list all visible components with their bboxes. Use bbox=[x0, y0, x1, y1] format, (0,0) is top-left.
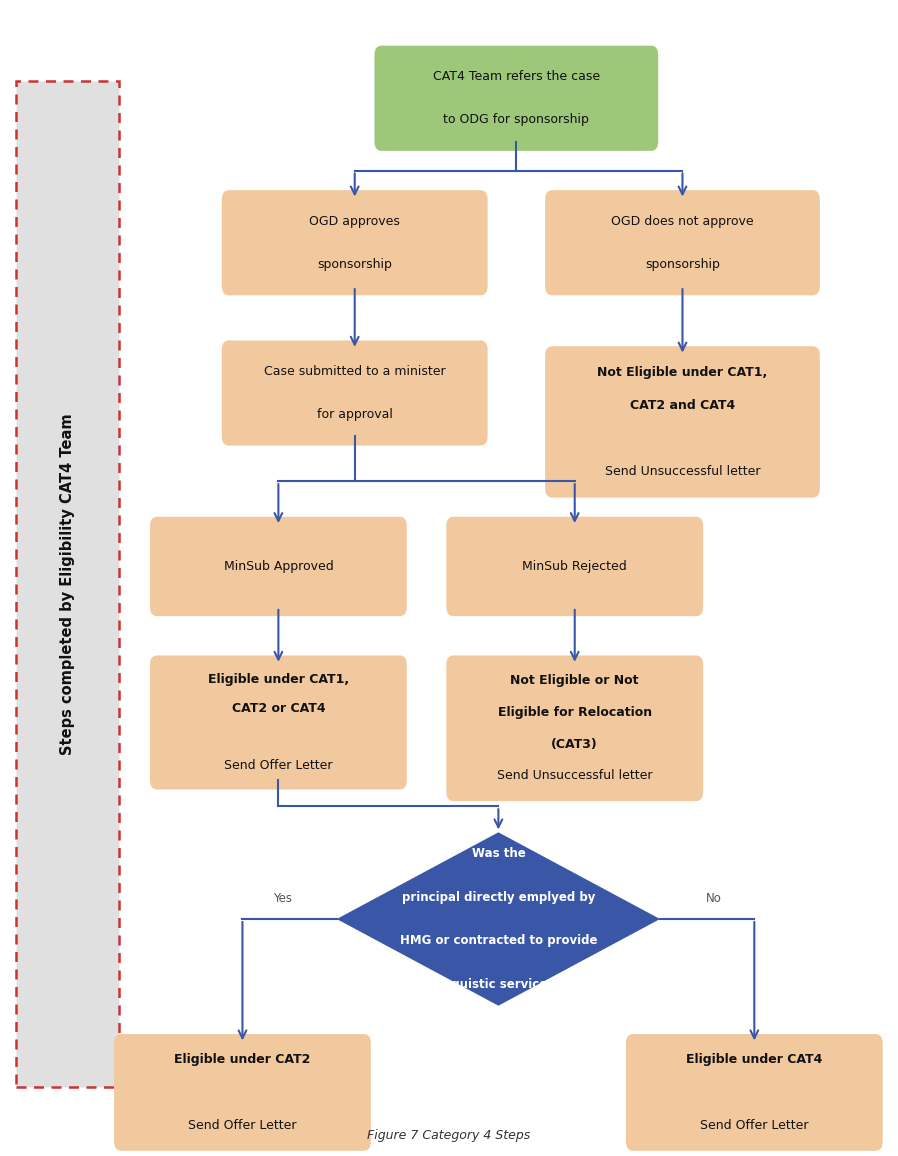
Text: No: No bbox=[706, 892, 722, 905]
Text: Eligible for Relocation: Eligible for Relocation bbox=[497, 706, 652, 719]
Text: for approval: for approval bbox=[317, 408, 392, 421]
Text: linguistic services?: linguistic services? bbox=[436, 978, 561, 991]
FancyBboxPatch shape bbox=[150, 517, 407, 616]
Text: Not Eligible or Not: Not Eligible or Not bbox=[510, 674, 639, 687]
FancyBboxPatch shape bbox=[114, 1033, 371, 1151]
Text: principal directly emplyed by: principal directly emplyed by bbox=[401, 891, 595, 904]
Text: sponsorship: sponsorship bbox=[317, 258, 392, 271]
FancyBboxPatch shape bbox=[222, 190, 488, 295]
FancyBboxPatch shape bbox=[16, 81, 119, 1087]
Text: Not Eligible under CAT1,: Not Eligible under CAT1, bbox=[597, 365, 768, 378]
Text: OGD approves: OGD approves bbox=[309, 215, 401, 228]
Text: Send Offer Letter: Send Offer Letter bbox=[224, 759, 332, 772]
Text: Send Unsuccessful letter: Send Unsuccessful letter bbox=[604, 466, 761, 479]
Text: Eligible under CAT4: Eligible under CAT4 bbox=[686, 1053, 823, 1066]
Text: OGD does not approve: OGD does not approve bbox=[612, 215, 753, 228]
Text: Send Offer Letter: Send Offer Letter bbox=[189, 1119, 296, 1132]
FancyBboxPatch shape bbox=[446, 517, 703, 616]
Text: Case submitted to a minister: Case submitted to a minister bbox=[264, 365, 445, 378]
Text: to ODG for sponsorship: to ODG for sponsorship bbox=[444, 113, 589, 126]
Text: Figure 7 Category 4 Steps: Figure 7 Category 4 Steps bbox=[367, 1129, 531, 1142]
Text: CAT4 Team refers the case: CAT4 Team refers the case bbox=[433, 71, 600, 83]
Text: CAT2 or CAT4: CAT2 or CAT4 bbox=[232, 702, 325, 714]
Text: Steps completed by Eligibility CAT4 Team: Steps completed by Eligibility CAT4 Team bbox=[60, 413, 75, 755]
Text: Send Unsuccessful letter: Send Unsuccessful letter bbox=[497, 770, 653, 783]
FancyBboxPatch shape bbox=[626, 1033, 883, 1151]
Text: Eligible under CAT1,: Eligible under CAT1, bbox=[207, 673, 349, 686]
Text: Was the: Was the bbox=[471, 847, 525, 860]
FancyBboxPatch shape bbox=[222, 340, 488, 445]
FancyBboxPatch shape bbox=[150, 655, 407, 790]
Text: sponsorship: sponsorship bbox=[645, 258, 720, 271]
Text: MinSub Rejected: MinSub Rejected bbox=[523, 560, 627, 573]
Polygon shape bbox=[337, 832, 660, 1006]
Text: CAT2 and CAT4: CAT2 and CAT4 bbox=[629, 399, 735, 412]
Text: Send Offer Letter: Send Offer Letter bbox=[700, 1119, 808, 1132]
FancyBboxPatch shape bbox=[545, 347, 820, 497]
Text: (CAT3): (CAT3) bbox=[551, 738, 598, 750]
Text: Eligible under CAT2: Eligible under CAT2 bbox=[174, 1053, 311, 1066]
Text: MinSub Approved: MinSub Approved bbox=[224, 560, 333, 573]
FancyBboxPatch shape bbox=[545, 190, 820, 295]
Text: Yes: Yes bbox=[273, 892, 293, 905]
Text: HMG or contracted to provide: HMG or contracted to provide bbox=[400, 934, 597, 947]
FancyBboxPatch shape bbox=[446, 655, 703, 801]
FancyBboxPatch shape bbox=[374, 45, 658, 150]
